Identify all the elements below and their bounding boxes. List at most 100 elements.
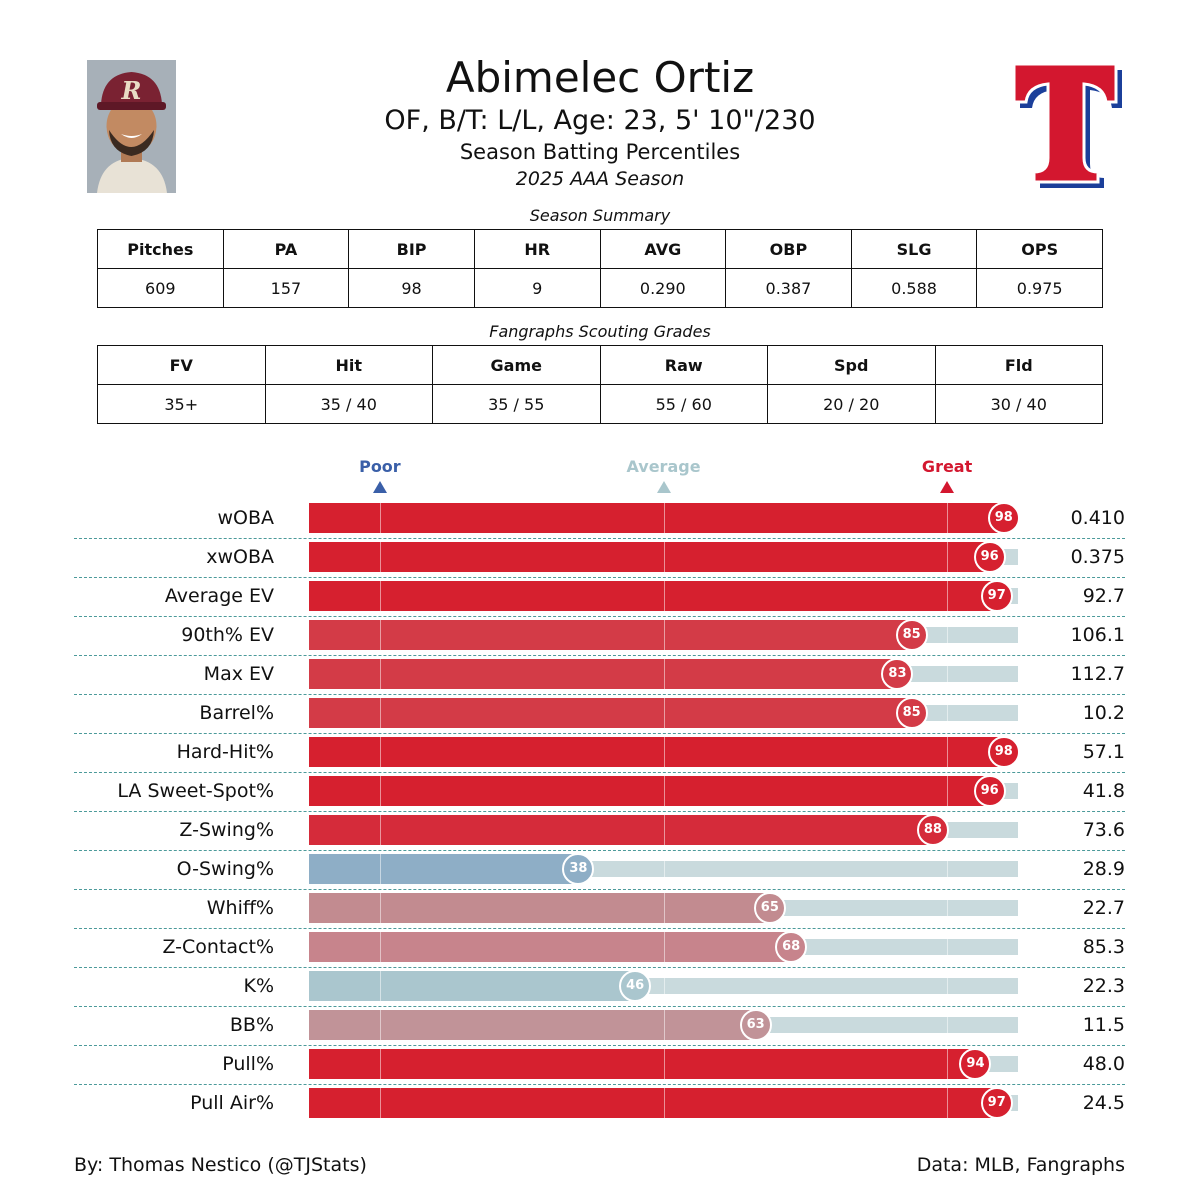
bar-fill-bb (309, 1010, 756, 1040)
row-divider (74, 538, 1125, 539)
bar-fill-la-sweet-spot (309, 776, 990, 806)
table-cell: 55 / 60 (599, 384, 768, 424)
table-header-cell: Fld (934, 345, 1103, 385)
percentile-badge-barrel: 85 (895, 697, 928, 729)
player-bio: OF, B/T: L/L, Age: 23, 5' 10"/230 (384, 105, 816, 136)
gridline-great (947, 893, 949, 923)
marker-triangle-average (656, 481, 671, 493)
stat-value-woba: 0.410 (1070, 507, 1125, 529)
season-summary-caption: Season Summary (529, 206, 671, 225)
gridline-average (663, 1049, 665, 1079)
row-divider (74, 616, 1125, 617)
table-header-cell: AVG (599, 229, 727, 269)
marker-label-average: Average (626, 457, 701, 476)
bar-fill-k (309, 971, 636, 1001)
marker-triangle-great (940, 481, 955, 493)
chart-subtitle: Season Batting Percentiles (459, 140, 741, 164)
table-cell: 0.387 (725, 268, 852, 308)
percentile-badge-k: 46 (619, 970, 652, 1002)
gridline-poor (379, 1088, 381, 1118)
bar-fill-woba (309, 503, 1004, 533)
table-header-cell: Raw (599, 345, 768, 385)
author-credit: By: Thomas Nestico (@TJStats) (74, 1154, 367, 1176)
percentile-badge-max-ev: 83 (881, 658, 914, 690)
table-cell: 9 (473, 268, 601, 308)
table-header-cell: OBP (725, 229, 852, 269)
svg-text:R: R (121, 76, 142, 105)
stat-value-pull-air: 24.5 (1082, 1092, 1125, 1114)
table-cell: 30 / 40 (934, 384, 1103, 424)
gridline-great (947, 503, 949, 533)
table-cell: 0.975 (976, 268, 1103, 308)
gridline-poor (379, 542, 381, 572)
percentile-badge-pull: 94 (959, 1048, 992, 1080)
row-divider (74, 889, 1125, 890)
marker-triangle-poor (372, 481, 387, 493)
gridline-great (947, 659, 949, 689)
stat-value-90th-ev: 106.1 (1070, 624, 1125, 646)
percentile-badge-z-contact: 68 (775, 931, 808, 963)
gridline-average (663, 737, 665, 767)
scouting-grades-table: FV Hit Game Raw Spd Fld 35+ 35 / 40 35 /… (97, 345, 1103, 424)
percentile-badge-bb: 63 (739, 1009, 772, 1041)
gridline-poor (379, 776, 381, 806)
gridline-great (947, 620, 949, 650)
season-label: 2025 AAA Season (515, 168, 685, 190)
bar-fill-whiff (309, 893, 770, 923)
stat-value-k: 22.3 (1082, 975, 1125, 997)
gridline-poor (379, 854, 381, 884)
table-cell: 35 / 55 (432, 384, 601, 424)
stat-value-max-ev: 112.7 (1070, 663, 1125, 685)
metric-label-z-contact: Z-Contact% (162, 936, 274, 958)
metric-label-bb: BB% (229, 1014, 274, 1036)
gridline-average (663, 932, 665, 962)
table-cell: 98 (348, 268, 475, 308)
percentile-badge-o-swing: 38 (562, 853, 595, 885)
gridline-great (947, 776, 949, 806)
gridline-great (947, 581, 949, 611)
row-divider (74, 694, 1125, 695)
bar-fill-z-swing (309, 815, 933, 845)
table-cell: 20 / 20 (767, 384, 936, 424)
gridline-average (663, 542, 665, 572)
percentile-badge-woba: 98 (987, 502, 1020, 534)
table-header-cell: SLG (850, 229, 978, 269)
table-cell: 0.290 (599, 268, 727, 308)
bar-fill-barrel (309, 698, 912, 728)
player-headshot-image: R (87, 60, 176, 193)
gridline-average (663, 620, 665, 650)
gridline-poor (379, 932, 381, 962)
metric-label-hard-hit: Hard-Hit% (176, 741, 274, 763)
gridline-average (663, 815, 665, 845)
marker-label-poor: Poor (359, 457, 401, 476)
gridline-poor (379, 737, 381, 767)
gridline-average (663, 1088, 665, 1118)
table-header-cell: Pitches (97, 229, 224, 269)
gridline-poor (379, 893, 381, 923)
gridline-average (663, 581, 665, 611)
table-cell: 35+ (97, 384, 266, 424)
gridline-poor (379, 581, 381, 611)
table-header-cell: BIP (348, 229, 475, 269)
gridline-great (947, 932, 949, 962)
stat-value-z-swing: 73.6 (1082, 819, 1125, 841)
gridline-average (663, 1010, 665, 1040)
row-divider (74, 772, 1125, 773)
gridline-great (947, 542, 949, 572)
gridline-poor (379, 815, 381, 845)
season-summary-value-row: 609 157 98 9 0.290 0.387 0.588 0.975 (97, 268, 1103, 308)
scouting-value-row: 35+ 35 / 40 35 / 55 55 / 60 20 / 20 30 /… (97, 384, 1103, 424)
row-divider (74, 811, 1125, 812)
bar-fill-pull (309, 1049, 976, 1079)
gridline-great (947, 737, 949, 767)
metric-label-whiff: Whiff% (206, 897, 274, 919)
bar-fill-pull-air (309, 1088, 997, 1118)
row-divider (74, 1084, 1125, 1085)
gridline-great (947, 698, 949, 728)
gridline-average (663, 659, 665, 689)
metric-label-woba: wOBA (217, 507, 274, 529)
gridline-great (947, 971, 949, 1001)
row-divider (74, 655, 1125, 656)
stat-value-la-sweet-spot: 41.8 (1082, 780, 1125, 802)
stat-value-xwoba: 0.375 (1070, 546, 1125, 568)
